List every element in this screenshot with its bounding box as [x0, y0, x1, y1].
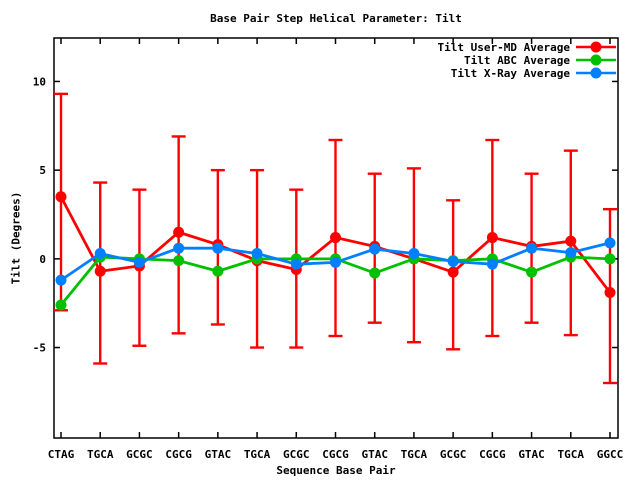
y-tick-label: 10 [33, 75, 46, 88]
data-point-0-1 [94, 265, 106, 277]
data-point-0-10 [447, 266, 459, 278]
y-tick-label: 5 [39, 164, 46, 177]
x-tick-label: TGCA [558, 448, 585, 461]
data-point-0-7 [330, 232, 341, 244]
data-point-0-3 [173, 226, 185, 238]
data-point-1-0 [55, 299, 67, 311]
x-tick-label: TGCA [244, 448, 271, 461]
data-point-2-10 [447, 256, 459, 268]
x-tick-label: CGCG [479, 448, 506, 461]
legend-sample-marker-1 [590, 54, 602, 66]
x-tick-label: GCGC [440, 448, 467, 461]
data-point-0-14 [604, 287, 616, 299]
legend-sample-marker-2 [590, 67, 602, 79]
data-point-2-14 [604, 237, 616, 249]
x-tick-label: GTAC [361, 448, 388, 461]
y-tick-label: 0 [39, 253, 46, 266]
data-point-2-3 [173, 242, 185, 254]
data-point-0-0 [55, 191, 67, 203]
data-point-2-11 [486, 258, 498, 270]
legend-label-0: Tilt User-MD Average [438, 41, 571, 54]
x-tick-label: CGCG [165, 448, 192, 461]
data-point-0-11 [486, 232, 498, 244]
data-point-0-13 [565, 235, 577, 247]
data-point-2-13 [565, 247, 577, 259]
data-point-2-9 [408, 248, 420, 260]
x-tick-label: GCGC [126, 448, 153, 461]
chart-title: Base Pair Step Helical Parameter: Tilt [210, 12, 462, 25]
data-point-1-3 [173, 255, 185, 267]
data-point-1-12 [526, 266, 538, 278]
data-point-1-14 [604, 253, 616, 265]
data-point-2-7 [330, 256, 341, 268]
x-axis-label: Sequence Base Pair [276, 464, 396, 477]
data-point-2-2 [133, 256, 145, 268]
x-tick-label: GTAC [518, 448, 545, 461]
x-tick-label: GTAC [205, 448, 232, 461]
x-tick-label: CGCG [322, 448, 349, 461]
x-tick-label: CTAG [48, 448, 75, 461]
data-point-2-8 [369, 243, 381, 255]
x-tick-label: TGCA [401, 448, 428, 461]
y-tick-label: -5 [33, 342, 46, 355]
x-tick-label: TGCA [87, 448, 114, 461]
data-point-2-4 [212, 242, 224, 254]
data-point-1-8 [369, 267, 381, 279]
x-tick-label: GGCC [597, 448, 624, 461]
legend-label-1: Tilt ABC Average [464, 54, 570, 67]
legend-sample-marker-0 [590, 41, 602, 53]
data-point-2-12 [526, 242, 538, 254]
y-axis-label: Tilt (Degrees) [9, 191, 23, 285]
data-point-2-0 [55, 274, 67, 286]
legend-label-2: Tilt X-Ray Average [451, 67, 571, 80]
data-point-2-6 [290, 258, 302, 270]
data-point-1-4 [212, 265, 224, 277]
x-tick-label: GCGC [283, 448, 310, 461]
data-point-2-5 [251, 248, 263, 260]
data-point-2-1 [94, 248, 106, 260]
